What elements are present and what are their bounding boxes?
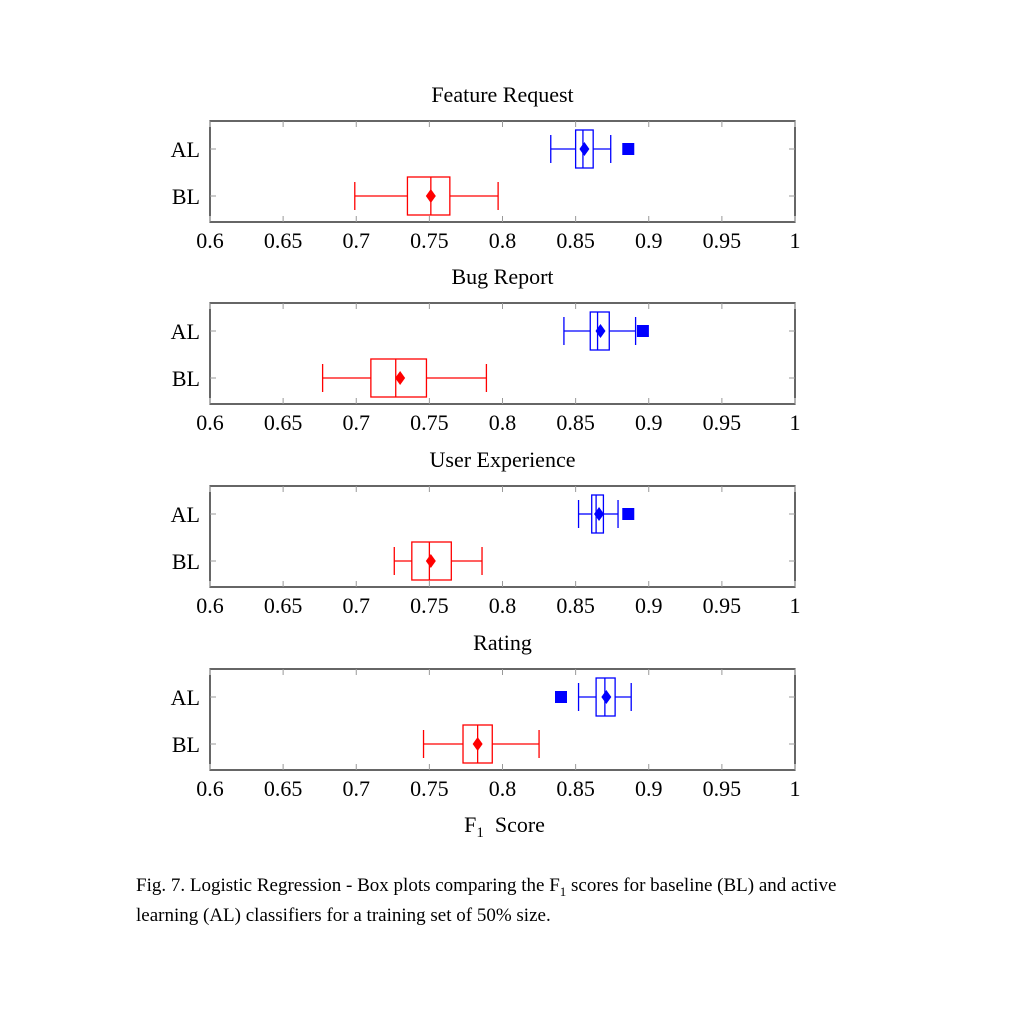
x-tick-label: 0.8 (489, 593, 517, 618)
iqr-box (411, 541, 452, 581)
plot-frame (209, 302, 796, 405)
x-tick-label: 1 (790, 228, 801, 253)
x-tick-label: 0.65 (264, 410, 303, 435)
x-tick-label: 0.9 (635, 410, 663, 435)
caption-subscript: 1 (559, 883, 567, 899)
boxplot-bl (393, 541, 483, 581)
mean-marker (425, 189, 436, 203)
boxplot-al (577, 494, 635, 534)
plot-frame (209, 120, 796, 223)
boxplot-al (550, 129, 635, 169)
outlier-marker (622, 508, 635, 520)
x-tick-label: 0.7 (343, 228, 371, 253)
y-tick-label: AL (171, 137, 200, 162)
chart-title: User Experience (430, 447, 576, 472)
y-tick-label: BL (172, 549, 200, 574)
x-tick-label: 0.65 (264, 776, 303, 801)
y-tick-label: BL (172, 184, 200, 209)
chart-panel-3: User Experience 0.6 0.65 0.7 0.75 0.8 0.85 0.9 0… (171, 447, 801, 618)
mean-marker (601, 690, 612, 704)
x-tick-label: 0.7 (343, 410, 371, 435)
chart-panel-4: Rating 0.6 0.65 0.7 0.75 0.8 0.85 0.9 0.95 1 AL BL F… (171, 630, 801, 841)
iqr-box (370, 358, 428, 398)
mean-marker (594, 507, 605, 521)
mean-marker (472, 737, 483, 751)
mean-marker (425, 554, 436, 568)
x-tick-label: 0.85 (556, 410, 595, 435)
iqr-box (574, 129, 594, 169)
x-tick-label: 0.8 (489, 776, 517, 801)
x-tick-label: 0.85 (556, 776, 595, 801)
y-tick-label: AL (171, 502, 200, 527)
x-tick-label: 0.6 (196, 228, 224, 253)
x-tick-label: 0.65 (264, 593, 303, 618)
y-tick-label: BL (172, 732, 200, 757)
x-tick-label: 0.9 (635, 593, 663, 618)
x-tick-label: 0.75 (410, 228, 449, 253)
x-tick-label: 0.9 (635, 228, 663, 253)
x-tick-label: 0.85 (556, 593, 595, 618)
x-tick-label: 0.9 (635, 776, 663, 801)
boxplot-al (563, 311, 649, 351)
y-tick-label: BL (172, 366, 200, 391)
x-tick-label: 1 (790, 776, 801, 801)
x-tick-label: 0.8 (489, 410, 517, 435)
caption-prefix: Fig. 7. Logistic Regression - Box plots … (136, 875, 560, 896)
x-tick-label: 0.65 (264, 228, 303, 253)
plot-frame (209, 668, 796, 771)
x-tick-label: 0.7 (343, 776, 371, 801)
boxplot-bl (422, 724, 540, 764)
x-tick-label: 0.75 (410, 593, 449, 618)
x-tick-label: 0.8 (489, 228, 517, 253)
chart-title: Feature Request (431, 82, 573, 107)
mean-marker (395, 371, 406, 385)
x-tick-label: 0.7 (343, 593, 371, 618)
figure-caption: Fig. 7. Logistic Regression - Box plots … (136, 874, 896, 928)
x-tick-label: 0.75 (410, 776, 449, 801)
outlier-marker (636, 325, 649, 337)
y-tick-label: AL (171, 685, 200, 710)
iqr-box (595, 677, 616, 717)
plot-frame (209, 485, 796, 588)
iqr-box (406, 176, 451, 216)
chart-panel-1: Feature Request 0.6 0.65 0.7 0.75 0.8 0.85 0.9 0… (171, 82, 801, 253)
x-tick-label: 0.95 (703, 776, 742, 801)
x-tick-label: 1 (790, 593, 801, 618)
x-tick-label: 0.6 (196, 776, 224, 801)
chart-title: Rating (473, 630, 532, 655)
x-axis-label: F1 Score (464, 812, 545, 841)
caption-suffix: scores for baseline (BL) and active lear… (136, 875, 837, 926)
boxplot-bl (321, 358, 488, 398)
x-tick-label: 1 (790, 410, 801, 435)
chart-title: Bug Report (451, 264, 553, 289)
boxplot-al (555, 677, 632, 717)
x-tick-label: 0.6 (196, 410, 224, 435)
x-tick-label: 0.95 (703, 593, 742, 618)
iqr-box (589, 311, 610, 351)
outlier-marker (622, 143, 635, 155)
mean-marker (595, 324, 606, 338)
x-tick-label: 0.6 (196, 593, 224, 618)
outlier-marker (555, 691, 567, 703)
boxplot-bl (354, 176, 499, 216)
x-tick-label: 0.75 (410, 410, 449, 435)
chart-panel-2: Bug Report 0.6 0.65 0.7 0.75 0.8 0.85 0.9 0.95 1 A… (171, 264, 801, 435)
x-tick-label: 0.95 (703, 228, 742, 253)
mean-marker (579, 142, 590, 156)
x-tick-label: 0.95 (703, 410, 742, 435)
x-tick-label: 0.85 (556, 228, 595, 253)
y-tick-label: AL (171, 319, 200, 344)
